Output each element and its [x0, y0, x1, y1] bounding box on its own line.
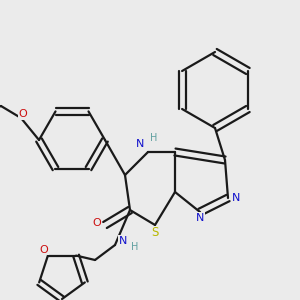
Text: N: N	[196, 213, 204, 223]
Text: O: O	[19, 109, 27, 119]
Text: N: N	[136, 139, 144, 149]
Text: H: H	[150, 133, 158, 143]
Text: S: S	[151, 226, 159, 239]
Text: H: H	[131, 242, 139, 252]
Text: O: O	[93, 218, 101, 228]
Text: N: N	[232, 193, 240, 203]
Text: N: N	[119, 236, 127, 246]
Text: O: O	[40, 244, 48, 255]
